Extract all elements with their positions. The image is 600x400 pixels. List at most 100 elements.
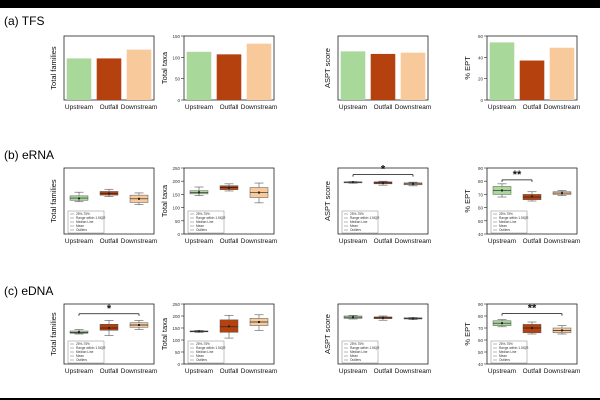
y-axis-label: Total taxa — [160, 184, 169, 217]
x-tick-label: Downstream — [544, 368, 580, 375]
y-tick-label: 40 — [478, 232, 484, 237]
mean-marker — [412, 182, 414, 185]
y-tick-label: 100 — [172, 55, 180, 60]
mean-marker — [228, 325, 230, 328]
legend-median-label: Median Line — [76, 220, 94, 224]
legend-outliers-label: Outliers — [350, 228, 361, 232]
x-tick-label: Downstream — [241, 104, 277, 111]
bar — [246, 43, 272, 100]
legend-mean-label: Mean — [499, 224, 507, 228]
y-tick-label: 40 — [478, 362, 484, 367]
y-tick-label: 0 — [177, 362, 180, 367]
x-tick-label: Outfall — [220, 104, 239, 111]
y-axis-label: % EPT — [463, 322, 472, 346]
y-tick-label: 50 — [175, 77, 181, 82]
x-tick-label: Downstream — [241, 368, 277, 375]
x-tick-label: Outfall — [374, 104, 393, 111]
x-tick-label: Downstream — [121, 368, 157, 375]
legend-median-label: Median Line — [196, 220, 214, 224]
legend-outliers-label: Outliers — [499, 228, 510, 232]
legend-mean-label: Mean — [196, 354, 204, 358]
y-axis-label: % EPT — [463, 189, 472, 213]
plot-frame — [63, 303, 155, 365]
legend-box — [67, 210, 105, 234]
legend-box-label: 25%-75% — [499, 212, 513, 216]
x-tick-label: Outfall — [100, 368, 119, 375]
y-tick-label: 80 — [478, 179, 484, 184]
legend-box-label: 25%-75% — [76, 212, 90, 216]
legend-median-label: Median Line — [499, 350, 517, 354]
legend-box — [341, 340, 379, 364]
x-tick-label: Outfall — [220, 368, 239, 375]
legend-whisker-label: Range within 1.5IQR — [350, 346, 380, 350]
plot-frame — [337, 167, 429, 235]
row-label-erna: (b) eRNA — [4, 148, 54, 162]
y-tick-label: 150 — [172, 34, 180, 39]
x-tick-label: Downstream — [544, 104, 580, 111]
y-axis-label: ASPT score — [323, 181, 332, 221]
x-tick-label: Downstream — [395, 104, 431, 111]
x-tick-label: Downstream — [121, 104, 157, 111]
y-tick-label: 200 — [172, 179, 180, 184]
row-label-tfs: (a) TFS — [4, 14, 44, 28]
legend-median-label: Median Line — [350, 220, 368, 224]
legend-box-label: 25%-75% — [196, 212, 210, 216]
x-tick-label: Upstream — [65, 104, 93, 111]
mean-marker — [228, 186, 230, 189]
x-tick-label: Downstream — [395, 368, 431, 375]
y-axis-label: Total taxa — [160, 317, 169, 350]
plot-frame — [63, 167, 155, 235]
y-tick-label: 50 — [478, 350, 484, 355]
x-tick-label: Upstream — [65, 238, 93, 245]
legend-median-label: Median Line — [76, 350, 94, 354]
plot-frame — [337, 303, 429, 365]
y-tick-label: 50 — [175, 219, 181, 224]
mean-marker — [501, 322, 503, 325]
y-tick-label: 60 — [478, 206, 484, 211]
y-tick-label: 150 — [172, 192, 180, 197]
legend-median-label: Median Line — [350, 350, 368, 354]
legend-box-label: 25%-75% — [499, 342, 513, 346]
bar — [66, 58, 92, 100]
legend-whisker-label: Range within 1.5IQR — [196, 346, 226, 350]
y-tick-label: 90 — [478, 166, 484, 171]
bar — [519, 60, 545, 100]
x-tick-label: Outfall — [100, 104, 119, 111]
y-tick-label: 60 — [478, 34, 484, 39]
plot-frame — [486, 167, 578, 235]
legend-mean-label: Mean — [350, 354, 358, 358]
legend-mean-label: Mean — [350, 224, 358, 228]
x-tick-label: Outfall — [374, 368, 393, 375]
mean-marker — [138, 197, 140, 200]
legend-box-label: 25%-75% — [196, 342, 210, 346]
y-tick-label: 60 — [478, 338, 484, 343]
significance-label: ** — [528, 303, 537, 315]
y-tick-label: 250 — [172, 166, 180, 171]
mean-marker — [198, 330, 200, 333]
legend-mean-label: Mean — [499, 354, 507, 358]
legend-box-label: 25%-75% — [350, 212, 364, 216]
x-tick-label: Upstream — [65, 368, 93, 375]
legend-whisker-label: Range within 1.5IQR — [350, 216, 380, 220]
significance-label: * — [381, 164, 386, 176]
mean-marker — [198, 191, 200, 194]
legend-median-label: Median Line — [499, 220, 517, 224]
y-tick-label: 250 — [172, 302, 180, 307]
y-tick-label: 20 — [478, 77, 484, 82]
legend-whisker-label: Range within 1.5IQR — [499, 346, 529, 350]
mean-marker — [561, 192, 563, 195]
x-tick-label: Upstream — [488, 368, 516, 375]
y-axis-label: Total families — [49, 312, 58, 356]
y-tick-label: 40 — [478, 55, 484, 60]
mean-marker — [258, 321, 260, 323]
bar — [370, 53, 396, 100]
mean-marker — [531, 327, 533, 329]
x-tick-label: Upstream — [185, 104, 213, 111]
y-tick-label: 200 — [172, 314, 180, 319]
x-tick-label: Outfall — [523, 368, 542, 375]
mean-marker — [78, 331, 80, 334]
x-tick-label: Upstream — [488, 238, 516, 245]
plot-frame — [486, 303, 578, 365]
bar — [400, 52, 426, 100]
y-axis-label: ASPT score — [323, 48, 332, 88]
